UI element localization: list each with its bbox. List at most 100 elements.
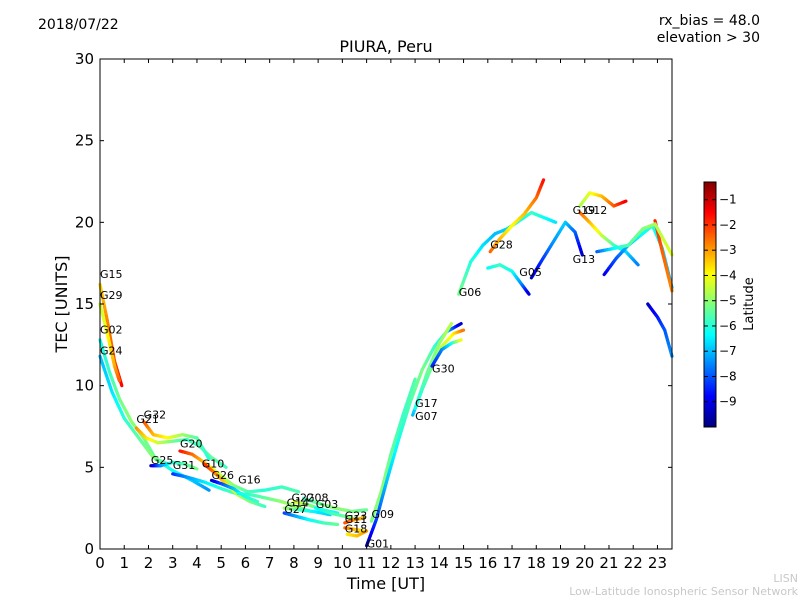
series-g25 [149,460,199,471]
series-g13 [529,220,584,280]
x-axis-label: Time [UT] [346,574,425,593]
x-tick-label: 18 [527,554,546,572]
x-tick-label: 14 [430,554,449,572]
x-tick-label: 20 [575,554,594,572]
series-segment [552,220,558,224]
x-tick-label: 0 [95,554,105,572]
prn-label: G01 [367,537,390,550]
prn-label: G27 [284,503,307,516]
x-tick-label: 23 [648,554,667,572]
x-tick-label: 4 [192,554,202,572]
x-tick-label: 7 [265,554,275,572]
prn-label: G25 [151,454,174,467]
series-g23 [343,516,366,525]
prn-label: G30 [432,363,455,376]
prn-label: G08 [306,492,329,505]
series-segment [261,504,267,509]
y-tick-label: 30 [75,50,94,68]
elevation-label: elevation > 30 [656,30,760,46]
org-short: LISN [773,572,798,585]
series-segment [541,178,546,184]
x-tick-label: 21 [599,554,618,572]
colorbar-tick-label: −2 [719,218,737,232]
series-g21 [134,426,228,469]
series-segment [205,487,211,492]
x-tick-label: 6 [241,554,251,572]
y-tick-label: 5 [84,458,94,476]
prn-label: G26 [211,469,234,482]
x-tick-label: 15 [454,554,473,572]
series-segment [193,466,199,471]
prn-label: G24 [100,345,123,358]
x-tick-label: 16 [478,554,497,572]
series-segment [222,464,228,469]
prn-label: G16 [238,474,261,487]
series-g30 [430,338,463,368]
prn-label: G06 [459,286,482,299]
series-segment [119,381,124,388]
colorbar: −9 −8 −7 −6 −5 −4 −3 −2 −1 [703,181,737,428]
series-segment [448,322,454,328]
series-g14 [282,506,332,517]
prn-label: G09 [371,508,394,521]
prn-label: G15 [100,268,123,281]
credit: LISN Low-Latitude Ionospheric Sensor Net… [569,572,798,598]
prn-label: G19 [573,204,596,217]
colorbar-label: Latitude [742,277,757,331]
prn-label: G32 [144,408,167,421]
receiver-info: rx_bias = 48.0 elevation > 30 [657,13,760,47]
series-g09b [595,222,674,257]
series-segment [526,291,531,296]
chart-title: PIURA, Peru [339,37,433,56]
series-segment [579,250,584,257]
prn-label: G03 [316,498,339,511]
x-tick-label: 9 [313,554,323,572]
prn-label: G22 [291,492,314,505]
prn-label: G07 [415,410,438,423]
series-segment [363,529,369,534]
x-tick-label: 13 [406,554,425,572]
colorbar-tick-label: −5 [719,294,737,308]
x-tick-label: 11 [357,554,376,572]
series-g11 [343,526,366,533]
x-tick-label: 19 [551,554,570,572]
y-tick-label: 25 [75,132,94,150]
series-g27 [282,511,340,527]
rx-bias-label: rx_bias = 48.0 [658,13,760,29]
colorbar-tick-label: −9 [719,395,737,409]
series-g08 [301,496,369,514]
colorbar-tick-label: −3 [719,243,737,257]
series-g09 [369,377,417,523]
series-segment [622,199,628,204]
plot-area [98,178,674,548]
colorbar-bar [703,181,717,428]
colorbar-tick-label: −8 [719,369,737,383]
series-segment [411,377,417,386]
series-g05 [486,263,531,296]
series-g06 [457,210,558,296]
x-tick-label: 2 [144,554,154,572]
colorbar-tick-label: −7 [719,344,737,358]
series-segment [117,377,121,383]
x-tick-label: 12 [381,554,400,572]
series-g29 [98,302,121,383]
x-tick-label: 22 [624,554,643,572]
x-tick-label: 1 [119,554,129,572]
prn-label: G11 [345,513,368,526]
colorbar-tick-label: −4 [719,268,737,282]
series-g32 [142,420,211,461]
prn-label: G17 [415,397,438,410]
prn-label: G02 [100,323,123,336]
series-g26b [646,302,674,358]
series-g24 [98,354,170,466]
x-tick-label: 3 [168,554,178,572]
prn-label: G13 [573,253,596,266]
series-g01 [365,322,463,548]
y-tick-label: 0 [84,540,94,558]
series-segment [254,499,260,504]
x-tick-label: 5 [216,554,226,572]
x-tick-label: 17 [502,554,521,572]
series-g12 [578,191,628,208]
prn-label: G10 [202,457,225,470]
